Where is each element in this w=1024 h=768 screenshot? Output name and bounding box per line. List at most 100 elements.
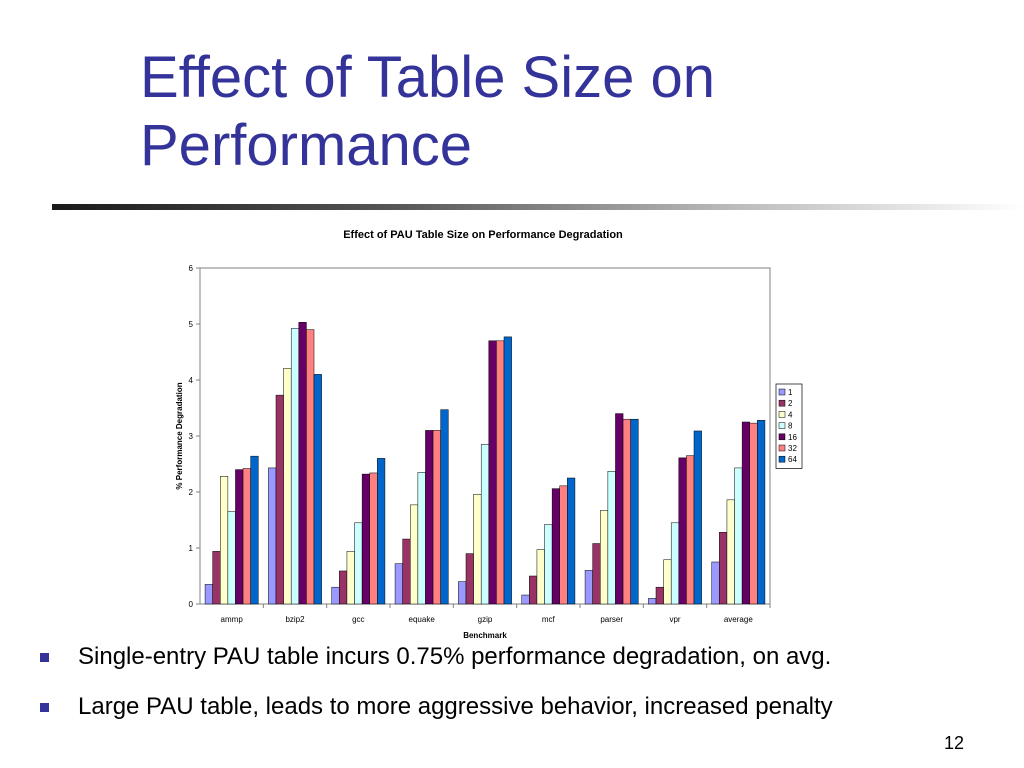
bar xyxy=(331,586,340,605)
bar xyxy=(544,524,553,605)
legend-swatch xyxy=(778,433,786,441)
bullet-text: Large PAU table, leads to more aggressiv… xyxy=(78,693,833,720)
y-axis-label: % Performance Degradation xyxy=(175,382,184,489)
y-tick-label: 0 xyxy=(189,600,194,609)
x-tick-label: mcf xyxy=(542,615,556,624)
bar xyxy=(670,522,680,605)
bar xyxy=(630,418,639,605)
bar xyxy=(283,367,292,605)
bar xyxy=(648,598,657,605)
legend-label: 16 xyxy=(788,433,797,442)
legend-label: 32 xyxy=(788,444,797,453)
bar xyxy=(250,455,259,605)
x-tick-label: average xyxy=(724,615,753,624)
bullet-item: Single-entry PAU table incurs 0.75% perf… xyxy=(40,642,833,672)
legend-label: 64 xyxy=(788,455,797,464)
y-tick-label: 5 xyxy=(189,320,194,329)
bar xyxy=(425,430,434,605)
x-tick-label: equake xyxy=(409,615,436,624)
bullet-item: Large PAU table, leads to more aggressiv… xyxy=(40,692,833,722)
bar xyxy=(432,430,441,605)
bar xyxy=(417,472,426,605)
bar xyxy=(212,551,221,605)
y-tick-label: 2 xyxy=(189,488,194,497)
bar xyxy=(584,570,593,605)
bar xyxy=(726,499,735,605)
x-tick-label: gcc xyxy=(352,615,364,624)
bar xyxy=(678,457,687,605)
bar xyxy=(354,522,363,605)
legend-swatch xyxy=(778,422,786,429)
bar xyxy=(741,421,750,605)
y-tick-label: 6 xyxy=(189,264,194,273)
bar xyxy=(306,329,315,605)
square-bullet-icon xyxy=(40,653,49,662)
x-tick-label: gzip xyxy=(478,615,493,624)
bar xyxy=(503,336,512,605)
page-number: 12 xyxy=(943,733,964,753)
bullet-text: Single-entry PAU table incurs 0.75% perf… xyxy=(78,643,832,670)
bar xyxy=(693,430,702,605)
bar xyxy=(361,473,370,605)
bar xyxy=(592,543,601,605)
x-tick-label: parser xyxy=(600,615,623,624)
bar xyxy=(607,471,616,605)
bar xyxy=(480,444,490,605)
bar xyxy=(394,563,403,605)
bar xyxy=(734,467,743,605)
legend-label: 8 xyxy=(788,422,793,431)
bar xyxy=(440,409,449,605)
legend-swatch xyxy=(778,444,786,452)
bar xyxy=(615,413,624,605)
bar xyxy=(551,488,560,605)
bar xyxy=(749,422,758,605)
bar xyxy=(559,485,568,605)
bar xyxy=(458,581,467,605)
legend-label: 1 xyxy=(788,388,793,397)
bar xyxy=(529,575,538,605)
bar xyxy=(235,469,244,605)
x-tick-label: vpr xyxy=(669,615,680,624)
bar xyxy=(339,570,348,605)
legend-swatch xyxy=(778,399,786,407)
bar xyxy=(220,476,229,605)
bar xyxy=(488,340,497,605)
bar-chart: Effect of PAU Table Size on Performance … xyxy=(175,229,803,640)
bar xyxy=(346,551,355,605)
bar xyxy=(298,322,307,605)
bar xyxy=(536,549,545,605)
y-tick-label: 4 xyxy=(189,376,194,385)
bar xyxy=(402,538,411,605)
slide-title: Effect of Table Size on Performance xyxy=(140,45,716,178)
bar xyxy=(465,553,474,605)
bar xyxy=(242,468,251,605)
bar xyxy=(290,328,300,605)
bar xyxy=(757,420,766,605)
bar xyxy=(227,511,236,605)
bar xyxy=(686,455,695,605)
x-axis-label: Benchmark xyxy=(463,631,507,640)
square-bullet-icon xyxy=(40,703,49,712)
chart-title: Effect of PAU Table Size on Performance … xyxy=(343,229,623,241)
bar xyxy=(719,532,728,605)
y-tick-label: 3 xyxy=(189,432,194,441)
x-tick-label: ammp xyxy=(221,615,244,624)
legend-swatch xyxy=(778,455,786,463)
legend-swatch xyxy=(778,411,786,418)
bar xyxy=(567,477,576,605)
bar xyxy=(275,394,284,605)
bar xyxy=(313,374,322,605)
title-divider xyxy=(52,204,1024,210)
bar xyxy=(369,472,378,605)
bullet-list: Single-entry PAU table incurs 0.75% perf… xyxy=(40,642,833,742)
bar xyxy=(410,504,419,605)
bar xyxy=(655,586,664,605)
y-tick-label: 1 xyxy=(189,544,194,553)
bar xyxy=(711,561,720,605)
legend-swatch xyxy=(778,388,786,396)
bar xyxy=(473,493,482,605)
bar xyxy=(377,458,386,605)
bar xyxy=(496,340,505,605)
x-tick-label: bzip2 xyxy=(285,615,305,624)
bar xyxy=(204,584,213,605)
